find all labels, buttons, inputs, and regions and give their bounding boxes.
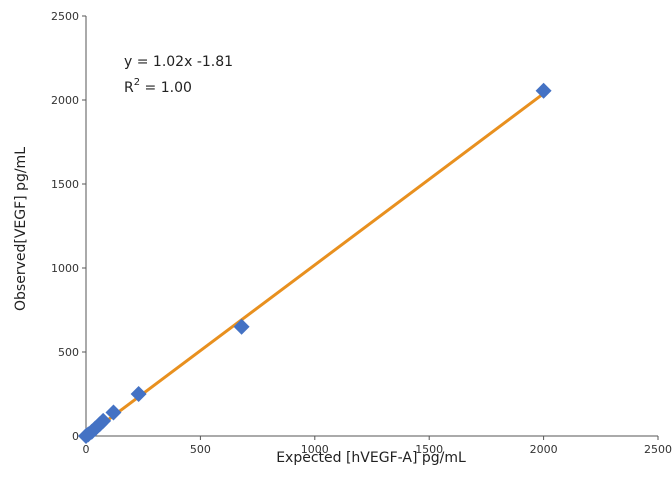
data-points: [78, 82, 552, 444]
trendline: [84, 92, 546, 438]
y-tick-label: 2000: [51, 94, 79, 107]
x-tick-label: 2000: [530, 443, 558, 456]
x-tick-label: 500: [190, 443, 211, 456]
x-tick-label: 1000: [301, 443, 329, 456]
x-axis-title: Expected [hVEGF-A] pg/mL: [276, 450, 466, 466]
data-point: [233, 318, 250, 335]
data-point: [535, 82, 552, 99]
data-point: [105, 404, 122, 421]
x-tick-label: 0: [83, 443, 90, 456]
x-axis-ticks: 0 500 1000 1500 2000 2500: [83, 436, 672, 456]
y-tick-label: 1500: [51, 178, 79, 191]
r-squared-value: = 1.00: [140, 80, 192, 96]
equation-label: y = 1.02x -1.81: [124, 54, 233, 70]
y-tick-label: 0: [72, 430, 79, 443]
r-squared-prefix: R: [124, 80, 134, 96]
r-squared-label: R2 = 1.00: [124, 77, 192, 96]
x-tick-label: 1500: [415, 443, 443, 456]
y-axis-title: Observed[VEGF] pg/mL: [13, 147, 29, 311]
data-point: [95, 412, 112, 429]
y-tick-label: 500: [58, 346, 79, 359]
r-squared-superscript: 2: [134, 77, 140, 88]
axes: [85, 16, 658, 437]
data-point: [130, 386, 147, 402]
y-axis-ticks: 0 500 1000 1500 2000 2500: [51, 10, 86, 443]
y-tick-label: 1000: [51, 262, 79, 275]
trendline-layer: [84, 92, 546, 438]
y-tick-label: 2500: [51, 10, 79, 23]
x-tick-label: 2500: [644, 443, 672, 456]
